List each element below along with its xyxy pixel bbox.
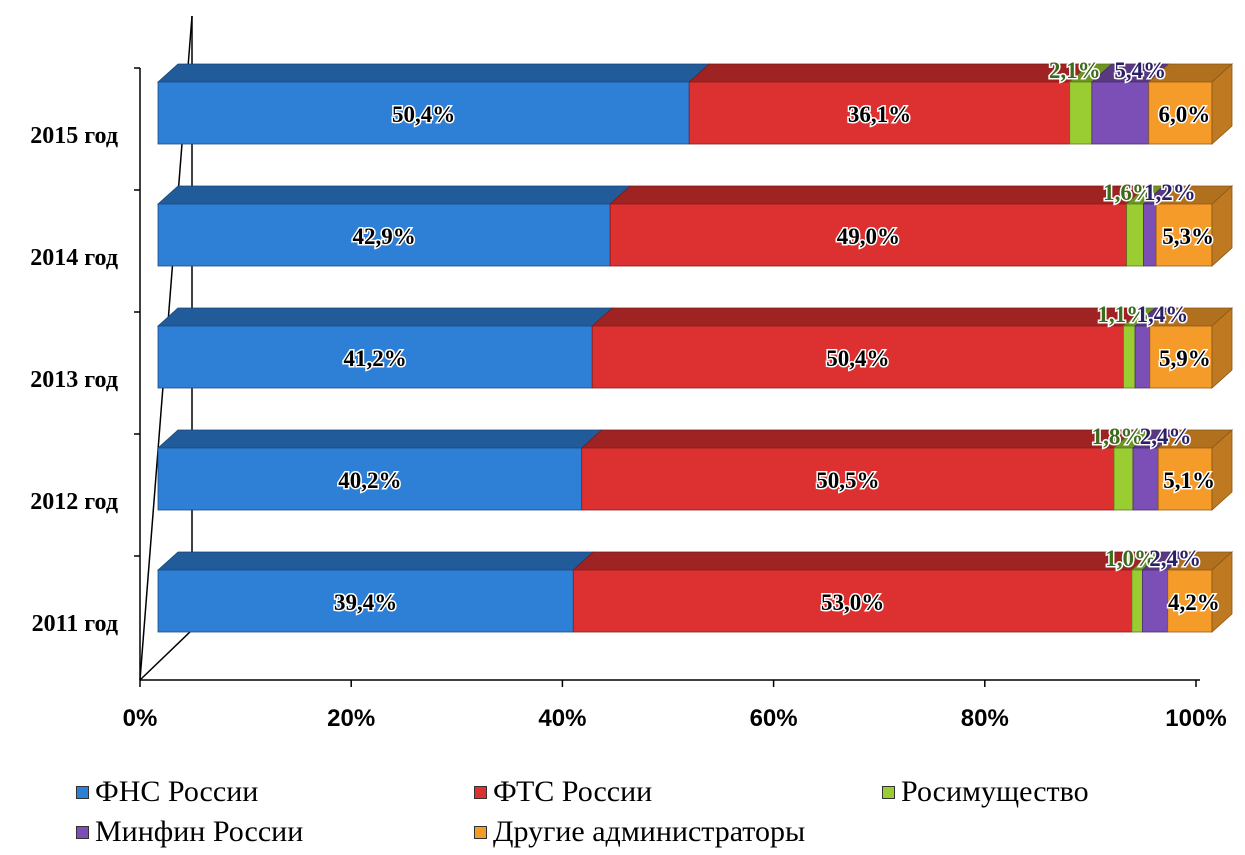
bar-segment (1123, 325, 1136, 389)
bar-group (156, 63, 1234, 145)
bar-segment (1155, 203, 1213, 267)
x-tick-label: 0% (123, 705, 158, 732)
data-label: 50,5% (816, 468, 879, 493)
data-label: 41,2% (343, 346, 406, 371)
bar-segment (572, 569, 1133, 633)
data-label: 50,4% (392, 102, 455, 127)
bar-segment (1131, 569, 1143, 633)
bar-segment (609, 203, 1128, 267)
bar-group (156, 429, 1234, 511)
bar-segment (1126, 203, 1144, 267)
bar-top-face (156, 551, 595, 571)
legend-item: Росимущество (882, 775, 1089, 809)
data-label: 53,0% (821, 590, 884, 615)
legend-label: Росимущество (901, 775, 1089, 808)
bar-segment (1157, 447, 1213, 511)
data-label: 4,2% (1168, 590, 1220, 615)
data-label: 1,0% (1105, 546, 1157, 571)
category-label: 2014 год (30, 245, 118, 271)
bar-segment (581, 447, 1115, 511)
bar-group (156, 307, 1234, 389)
bar-top-face (688, 63, 1091, 83)
category-label: 2011 год (32, 611, 118, 637)
legend-item: Минфин России (76, 815, 303, 849)
data-label: 1,1% (1097, 302, 1149, 327)
bar-segment (688, 81, 1071, 145)
data-label: 1,6% (1103, 180, 1155, 205)
bar-side-face (1211, 63, 1233, 145)
floor-depth-line (139, 629, 193, 681)
legend-label: ФНС России (95, 775, 259, 808)
data-label: 40,2% (338, 468, 401, 493)
bar-segment (1142, 569, 1169, 633)
bar-segment (157, 569, 574, 633)
stacked-bar-chart: 0% 20% 40% 60% 80% 100% 2015 год 2014 год 2013 г… (30, 15, 1234, 732)
bar-top-face (580, 429, 1136, 449)
x-tick-label: 60% (750, 705, 798, 732)
bar-side-face (1211, 429, 1233, 511)
legend-swatch (474, 825, 487, 839)
category-label: 2012 год (30, 489, 118, 515)
bar-segment (1091, 81, 1150, 145)
data-label: 42,9% (352, 224, 415, 249)
bar-segment (1069, 81, 1093, 145)
legend-item: Другие администраторы (474, 815, 805, 849)
bar-top-face (156, 307, 614, 327)
bar-segment (157, 325, 593, 389)
legend-swatch (76, 785, 89, 799)
category-label: 2015 год (30, 123, 118, 149)
data-label: 5,3% (1162, 224, 1214, 249)
bar-group (156, 551, 1234, 633)
bar-segment (1149, 325, 1213, 389)
legend-swatch (882, 785, 895, 799)
bar-segment (157, 447, 583, 511)
legend-label: Минфин России (95, 815, 304, 848)
data-label: 2,4% (1149, 546, 1201, 571)
x-tick-label: 40% (538, 705, 586, 732)
bar-top-face (156, 185, 632, 205)
bar-top-face (156, 63, 711, 83)
data-label: 39,4% (334, 590, 397, 615)
data-label: 6,0% (1159, 102, 1211, 127)
bar-top-face (591, 307, 1145, 327)
data-label: 5,9% (1159, 346, 1211, 371)
category-label: 2013 год (30, 367, 118, 393)
legend-item: ФТС России (474, 775, 652, 809)
bar-side-face (1211, 551, 1233, 633)
bar-segment (1132, 447, 1159, 511)
x-tick-label: 100% (1165, 705, 1226, 732)
bar-top-face (156, 429, 603, 449)
legend-label: ФТС России (493, 775, 653, 808)
bar-group (156, 185, 1234, 267)
bar-segment (1113, 447, 1134, 511)
data-label: 1,8% (1092, 424, 1144, 449)
data-label: 2,4% (1140, 424, 1192, 449)
bar-segment (157, 81, 690, 145)
data-label: 1,4% (1137, 302, 1189, 327)
data-label: 50,4% (826, 346, 889, 371)
bar-segment (157, 203, 611, 267)
bar-top-face (609, 185, 1148, 205)
x-tick-label: 80% (961, 705, 1009, 732)
bar-side-face (1211, 185, 1233, 267)
data-label: 1,2% (1144, 180, 1196, 205)
x-tick-label: 20% (327, 705, 375, 732)
data-label: 5,4% (1114, 58, 1166, 83)
legend-swatch (76, 825, 89, 839)
legend-swatch (474, 785, 487, 799)
bar-segment (1148, 81, 1213, 145)
legend-label: Другие администраторы (493, 815, 806, 848)
data-label: 49,0% (837, 224, 900, 249)
bar-segment (1143, 203, 1157, 267)
bar-segment (591, 325, 1124, 389)
legend-item: ФНС России (76, 775, 258, 809)
chart-legend: ФНС России ФТС России Росимущество Минфин Р… (76, 775, 1236, 855)
data-label: 5,1% (1163, 468, 1215, 493)
data-label: 2,1% (1049, 58, 1101, 83)
bar-top-face (572, 551, 1153, 571)
data-label: 36,1% (848, 102, 911, 127)
bar-segment (1134, 325, 1151, 389)
bar-side-face (1211, 307, 1233, 389)
